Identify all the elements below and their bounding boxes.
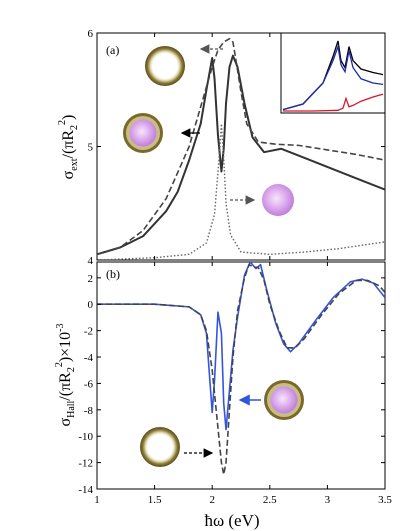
core-shell-particle-filled-icon [264,380,304,420]
panel-a-series [97,37,385,260]
y-tick-label: -10 [78,431,93,443]
x-tick-label: 3 [325,494,331,506]
series-line-dotted-gray [97,123,385,260]
y-tick-label: -8 [84,405,94,417]
panel-b-ylabel: σHall/(πR22)×10-3 [54,323,77,426]
panel-b-series [97,262,385,476]
y-tick-label: 0 [88,299,94,311]
x-tick-label: 1 [94,494,100,506]
panel-b-frame [96,261,386,490]
core-shell-particle-hollow-icon [140,427,180,467]
y-tick-label: -2 [84,326,93,338]
panel-a-label: (a) [106,43,119,57]
series-line-solid-black [97,54,385,256]
x-tick-label: 2 [209,494,215,506]
y-tick-label: 2 [88,273,94,285]
y-tick-label: -12 [78,458,93,470]
x-tick-label: 1.5 [148,494,162,506]
y-tick-label: 6 [88,28,94,40]
y-tick-label: -6 [84,378,94,390]
bare-core-particle-icon [262,184,294,216]
inset-series-line [282,44,384,111]
series-line-dashed-black [97,37,385,256]
panel-b-label: (b) [106,267,120,281]
x-axis-label: ħω (eV) [204,511,259,530]
inset-series [282,40,384,112]
core-shell-particle-hollow-icon [145,46,185,86]
core-shell-particle-filled-icon [123,113,163,153]
inset-series-line [283,93,384,112]
panel-a-ylabel: σext/(πR22) [57,115,80,180]
x-tick-label: 3.5 [378,494,392,506]
y-tick-label: 4 [88,255,94,267]
y-tick-label: 5 [88,142,94,154]
y-tick-label: -14 [78,484,93,496]
series-line-solid-blue [97,262,385,431]
inset [280,32,386,114]
panel-b-x-axis: 1 1.5 2 2.5 3 3.5 [94,262,392,506]
panel-b-y-axis: 2 0 -2 -4 -6 -8 -10 -12 -14 [78,273,385,496]
x-tick-label: 2.5 [263,494,277,506]
y-tick-label: -4 [84,352,94,364]
series-line-dashed-black [97,263,385,476]
